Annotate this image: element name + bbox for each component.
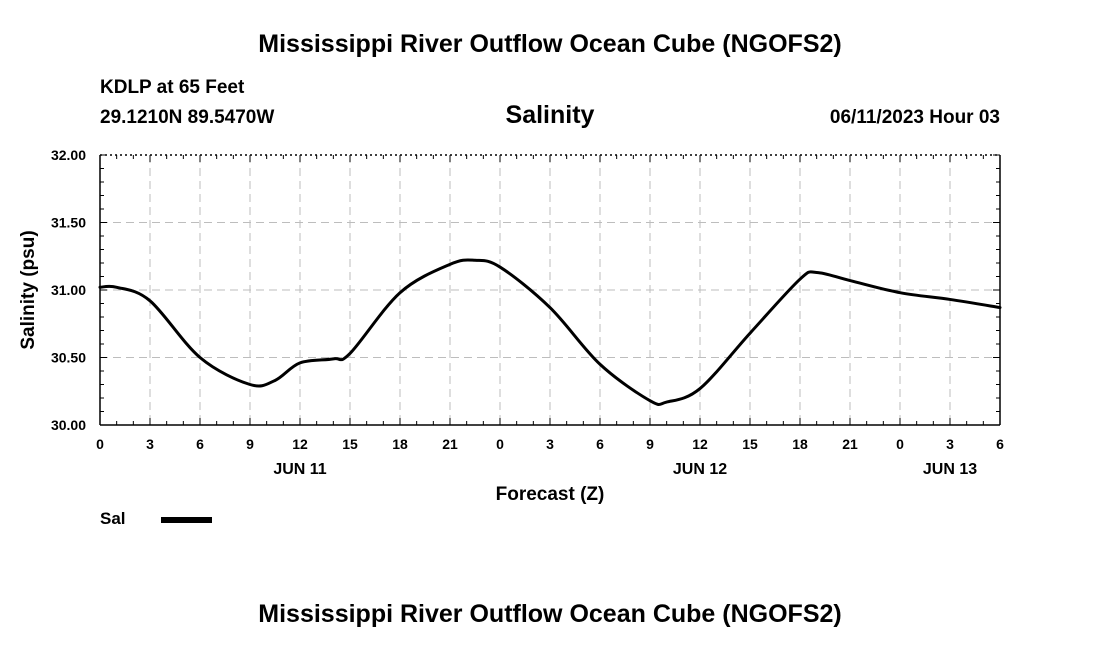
x-tick-label: 6	[196, 436, 204, 452]
station-coordinates: 29.1210N 89.5470W	[100, 107, 275, 128]
x-tick-label: 0	[496, 436, 504, 452]
y-tick-label: 31.00	[51, 282, 86, 298]
date-label: JUN 12	[673, 461, 727, 478]
legend-label: Sal	[100, 509, 126, 528]
y-tick-label: 31.50	[51, 215, 86, 231]
x-tick-label: 3	[146, 436, 154, 452]
data-series	[98, 258, 1002, 406]
x-tick-label: 21	[442, 436, 458, 452]
salinity-chart: 30.00 30.50 31.00 31.50 32.00 0 3 6 9 12 15 18 21 0 3 6…	[18, 147, 1004, 505]
x-tick-label: 12	[692, 436, 708, 452]
y-tick-label: 30.50	[51, 350, 86, 366]
x-tick-label: 6	[996, 436, 1004, 452]
x-tick-label: 18	[792, 436, 808, 452]
x-tick-label: 6	[596, 436, 604, 452]
x-tick-label: 9	[246, 436, 254, 452]
date-label: JUN 13	[923, 461, 977, 478]
x-tick-label: 15	[342, 436, 358, 452]
series-line-sal	[98, 258, 1002, 406]
x-tick-label: 0	[896, 436, 904, 452]
x-axis-label: Forecast (Z)	[496, 484, 605, 505]
x-tick-label: 3	[546, 436, 554, 452]
y-axis-label: Salinity (psu)	[18, 230, 39, 349]
main-title: Mississippi River Outflow Ocean Cube (NG…	[258, 30, 842, 58]
x-tick-label: 3	[946, 436, 954, 452]
forecast-datetime: 06/11/2023 Hour 03	[829, 107, 1000, 128]
station-label: KDLP at 65 Feet	[100, 77, 245, 98]
chart-title: Salinity	[505, 101, 595, 129]
date-label: JUN 11	[273, 461, 326, 478]
tick-labels: 30.00 30.50 31.00 31.50 32.00 0 3 6 9 12 15 18 21 0 3 6…	[51, 147, 1004, 478]
y-tick-label: 30.00	[51, 417, 86, 433]
grid-lines	[100, 155, 1000, 425]
y-tick-label: 32.00	[51, 147, 86, 163]
x-tick-label: 18	[392, 436, 408, 452]
x-tick-label: 15	[742, 436, 758, 452]
legend-swatch	[161, 517, 212, 523]
x-tick-label: 0	[96, 436, 104, 452]
footer-title: Mississippi River Outflow Ocean Cube (NG…	[258, 600, 842, 628]
x-tick-label: 9	[646, 436, 654, 452]
tick-marks	[99, 154, 1001, 426]
x-tick-label: 12	[292, 436, 308, 452]
x-tick-label: 21	[842, 436, 858, 452]
